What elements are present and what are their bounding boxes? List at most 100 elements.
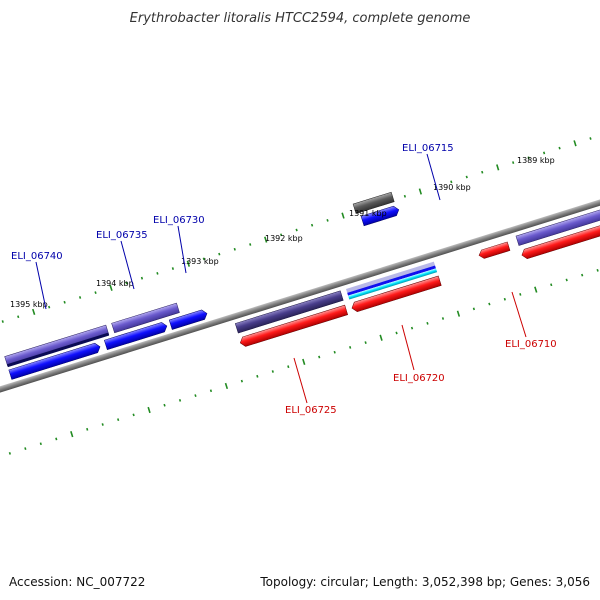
major-tick bbox=[147, 406, 151, 414]
gene-block-lavender[interactable] bbox=[515, 204, 600, 246]
major-tick bbox=[534, 286, 538, 293]
minor-tick bbox=[256, 374, 259, 378]
scale-label: 1391 kbp bbox=[349, 209, 387, 218]
plus-strand-genes bbox=[4, 191, 400, 380]
gene-label-eli-06740[interactable]: ELI_06740 bbox=[11, 251, 63, 262]
minor-tick bbox=[364, 341, 367, 344]
minor-tick bbox=[233, 247, 236, 251]
minor-tick bbox=[403, 194, 407, 198]
major-tick bbox=[302, 358, 306, 365]
minor-tick bbox=[271, 370, 274, 373]
major-tick bbox=[109, 284, 113, 291]
minor-tick bbox=[349, 346, 352, 349]
gene-label-eli-06710[interactable]: ELI_06710 bbox=[505, 339, 557, 350]
gene-block-grey[interactable] bbox=[352, 191, 395, 214]
minor-tick bbox=[86, 427, 89, 431]
minor-tick bbox=[581, 273, 584, 277]
minor-tick bbox=[295, 228, 298, 232]
gene-label-eli-06735[interactable]: ELI_06735 bbox=[96, 230, 148, 241]
gene-arrow-red[interactable] bbox=[350, 275, 442, 313]
gene-stripe-blue bbox=[347, 265, 436, 296]
major-tick bbox=[496, 164, 500, 171]
minor-tick bbox=[565, 278, 568, 282]
gene-label-eli-06715[interactable]: ELI_06715 bbox=[402, 143, 454, 154]
gene-arrow-blue[interactable] bbox=[103, 321, 168, 351]
minor-tick bbox=[527, 156, 530, 160]
leader-line bbox=[293, 357, 308, 404]
leader-line bbox=[401, 324, 415, 371]
chromosome-backbone bbox=[0, 192, 600, 400]
major-tick bbox=[379, 334, 383, 341]
minor-tick bbox=[333, 350, 336, 354]
major-tick bbox=[573, 140, 577, 147]
minor-tick bbox=[218, 252, 221, 256]
genome-band bbox=[0, 137, 600, 455]
minor-tick bbox=[171, 267, 175, 270]
leader-line bbox=[177, 225, 187, 274]
minor-tick bbox=[63, 300, 66, 304]
scale-label: 1395 kbp bbox=[10, 300, 48, 309]
minor-tick bbox=[287, 365, 290, 369]
minor-tick bbox=[78, 296, 82, 299]
accession-text: Accession: NC_007722 bbox=[9, 575, 145, 589]
major-tick bbox=[32, 308, 36, 316]
gene-arrow-blue[interactable] bbox=[8, 342, 102, 380]
scale-labels: 1389 kbp 1390 kbp 1391 kbp 1392 kbp 1393… bbox=[10, 156, 555, 309]
minor-tick bbox=[426, 321, 429, 325]
minor-tick bbox=[140, 276, 144, 280]
major-tick bbox=[456, 310, 461, 317]
gene-stripe-dark bbox=[7, 332, 110, 368]
major-tick bbox=[70, 431, 74, 438]
leader-line bbox=[35, 261, 47, 310]
leader-line bbox=[120, 240, 135, 290]
gene-arrow-blue[interactable] bbox=[360, 205, 400, 227]
major-tick bbox=[341, 212, 345, 219]
minor-tick bbox=[280, 233, 283, 237]
minor-tick bbox=[326, 218, 329, 222]
minor-tick bbox=[481, 170, 484, 174]
scale-label: 1390 kbp bbox=[433, 183, 471, 192]
gene-stripe-cyan bbox=[348, 268, 438, 300]
minor-tick bbox=[395, 331, 398, 335]
gene-arrow-red[interactable] bbox=[478, 241, 511, 260]
minor-tick bbox=[472, 307, 476, 311]
leader-line bbox=[426, 153, 441, 201]
minor-tick bbox=[519, 293, 522, 296]
gene-label-eli-06720[interactable]: ELI_06720 bbox=[393, 373, 445, 384]
minor-tick bbox=[178, 399, 182, 402]
minor-tick bbox=[450, 180, 453, 184]
minor-tick bbox=[410, 326, 414, 330]
minor-tick bbox=[55, 437, 58, 441]
gene-leader-lines bbox=[35, 153, 527, 404]
map-title: Erythrobacter litoralis HTCC2594, comple… bbox=[130, 11, 471, 26]
minor-tick bbox=[1, 320, 4, 323]
minor-tick bbox=[39, 442, 42, 446]
scale-label: 1392 kbp bbox=[265, 234, 303, 243]
minor-tick bbox=[240, 379, 244, 383]
gene-arrow-red[interactable] bbox=[239, 304, 349, 348]
minor-tick bbox=[542, 151, 546, 155]
gene-arrow-blue[interactable] bbox=[168, 309, 208, 330]
inner-scale-ticks bbox=[8, 268, 599, 455]
gene-labels: ELI_06715 ELI_06730 ELI_06735 ELI_06740 … bbox=[11, 143, 557, 416]
minor-tick bbox=[503, 297, 506, 301]
minor-tick bbox=[125, 281, 128, 285]
gene-label-eli-06725[interactable]: ELI_06725 bbox=[285, 405, 337, 416]
genome-summary-text: Topology: circular; Length: 3,052,398 bp… bbox=[259, 575, 590, 589]
major-tick bbox=[186, 260, 191, 267]
minor-tick bbox=[117, 418, 120, 422]
minor-tick bbox=[101, 423, 104, 426]
gene-label-eli-06730[interactable]: ELI_06730 bbox=[153, 215, 205, 226]
minor-tick bbox=[589, 137, 592, 140]
major-tick bbox=[418, 188, 423, 195]
gene-arrow-red[interactable] bbox=[520, 218, 600, 260]
major-tick bbox=[264, 236, 268, 243]
minor-tick bbox=[194, 394, 197, 397]
minor-tick bbox=[488, 302, 491, 306]
minor-tick bbox=[94, 291, 97, 295]
gene-block-lavender[interactable] bbox=[111, 302, 180, 334]
minor-tick bbox=[318, 355, 321, 359]
minus-strand-genes bbox=[234, 204, 600, 348]
gene-block-slate[interactable] bbox=[234, 290, 344, 334]
scale-label: 1389 kbp bbox=[517, 156, 555, 165]
